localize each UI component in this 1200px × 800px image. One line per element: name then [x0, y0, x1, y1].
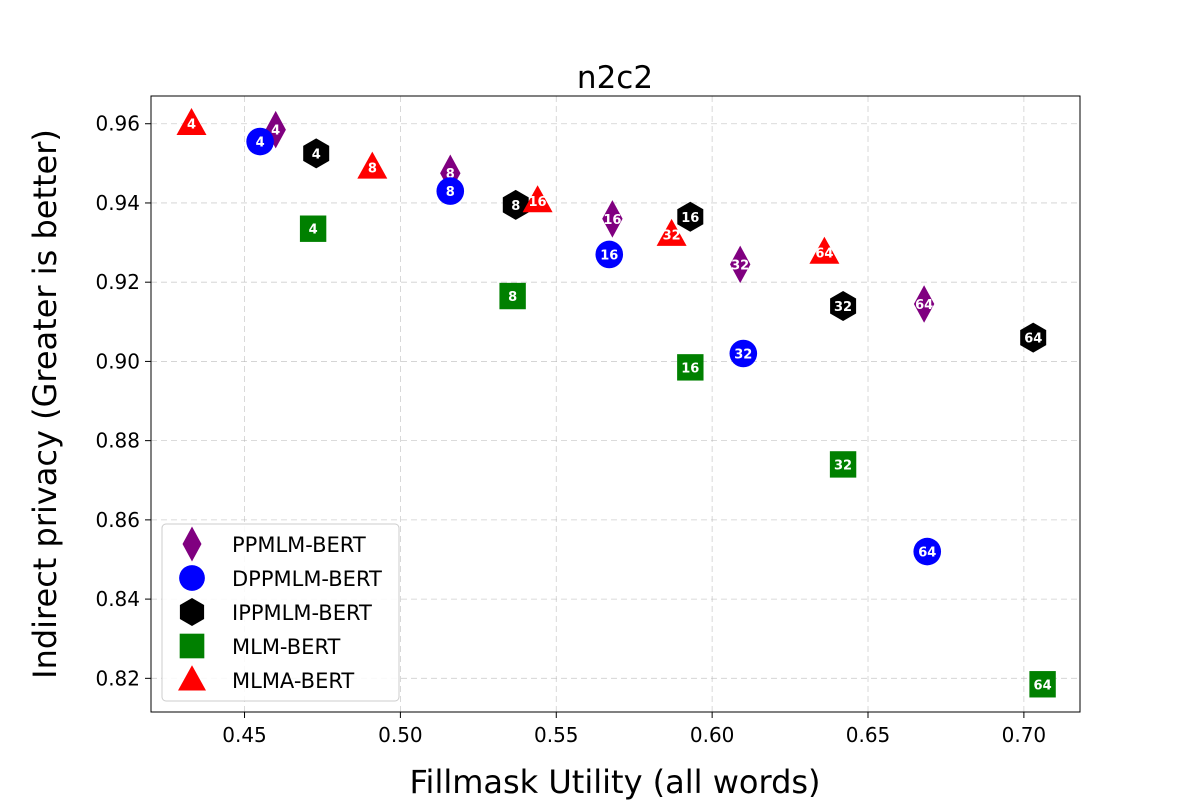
data-point-marker: [602, 200, 623, 238]
legend-marker: [179, 633, 205, 659]
legend-entry-label: DPPMLM-BERT: [232, 567, 382, 591]
y-tick-label: 0.92: [95, 270, 140, 294]
y-tick-label: 0.86: [95, 508, 140, 532]
data-point-marker: [299, 215, 327, 242]
data-point-label: 4: [312, 147, 321, 162]
grid-lines: [151, 96, 1080, 712]
series-mlm-bert: 4 8 16 32 64: [299, 215, 1056, 698]
y-tick-label: 0.88: [95, 429, 140, 453]
data-point-label: 16: [529, 195, 547, 210]
data-point-label: 16: [600, 248, 618, 263]
x-tick-label: 0.45: [222, 723, 267, 747]
legend-entry-label: IPPMLM-BERT: [232, 601, 372, 625]
data-point-label: 64: [918, 546, 936, 561]
data-point-marker: [730, 245, 751, 284]
y-tick-label: 0.96: [95, 112, 140, 136]
data-point-label: 4: [256, 136, 265, 151]
data-point-marker: [1020, 322, 1047, 353]
legend-box: [161, 523, 400, 702]
data-point-label: 8: [446, 167, 455, 182]
y-axis-label: Indirect privacy (Greater is better): [26, 129, 64, 679]
legend-marker: [182, 526, 202, 562]
x-tick-label: 0.50: [378, 723, 423, 747]
data-point-marker: [1029, 671, 1056, 698]
x-tick-label: 0.55: [534, 723, 579, 747]
data-point-marker: [677, 201, 704, 232]
data-point-marker: [246, 127, 274, 156]
data-point-label: 4: [187, 118, 196, 133]
x-tick-label: 0.65: [846, 723, 891, 747]
data-point-marker: [522, 185, 553, 213]
data-point-marker: [176, 108, 207, 135]
data-point-label: 64: [915, 298, 933, 313]
legend-entry-label: PPMLM-BERT: [232, 533, 366, 557]
legend-marker: [179, 565, 205, 591]
y-tick-label: 0.94: [95, 191, 140, 215]
data-point-marker: [499, 282, 526, 310]
data-point-label: 16: [681, 211, 699, 226]
data-point-marker: [809, 236, 840, 264]
data-point-label: 4: [309, 223, 318, 238]
data-point-marker: [357, 151, 388, 179]
data-point-label: 64: [1024, 332, 1042, 347]
legend-entry-label: MLM-BERT: [232, 635, 341, 659]
axis-ticks: 0.45 0.50 0.55 0.60 0.65 0.70 0.82 0.84 0.86 0.88…: [95, 112, 1046, 747]
x-axis-label: Fillmask Utility (all words): [409, 763, 820, 800]
data-point-label: 32: [834, 458, 852, 473]
data-point-label: 16: [603, 213, 621, 228]
data-point-label: 8: [446, 185, 455, 200]
data-point-marker: [729, 339, 758, 368]
chart-title: n2c2: [577, 60, 653, 96]
legend: PPMLM-BERT DPPMLM-BERT IPPMLM-BERT MLM-BERT…: [161, 523, 400, 702]
y-tick-label: 0.90: [95, 349, 140, 373]
data-point-label: 32: [734, 347, 752, 362]
data-point-label: 32: [834, 300, 852, 315]
data-point-label: 32: [663, 229, 681, 244]
plot-area-frame: [150, 95, 1081, 713]
data-point-label: 16: [681, 361, 699, 376]
data-point-marker: [829, 451, 857, 478]
legend-marker: [178, 665, 206, 691]
data-point-marker: [502, 189, 529, 220]
data-point-marker: [656, 218, 687, 246]
legend-entry-label: MLMA-BERT: [232, 669, 354, 693]
data-point-marker: [677, 354, 704, 381]
data-point-marker: [303, 138, 330, 169]
data-point-marker: [595, 240, 624, 269]
data-point-marker: [436, 177, 465, 205]
data-point-label: 64: [815, 246, 833, 261]
data-point-marker: [913, 537, 942, 566]
data-point-label: 4: [271, 124, 280, 139]
x-tick-label: 0.60: [690, 723, 735, 747]
data-point-label: 8: [511, 199, 520, 214]
legend-marker: [179, 598, 205, 626]
data-point-label: 8: [368, 161, 377, 176]
data-point-marker: [440, 154, 461, 192]
data-point-label: 8: [508, 290, 517, 305]
data-point-marker: [830, 291, 857, 321]
y-tick-label: 0.82: [95, 666, 140, 690]
y-tick-label: 0.84: [95, 587, 140, 611]
data-point-label: 64: [1034, 678, 1052, 693]
data-point-marker: [913, 285, 935, 323]
x-tick-label: 0.70: [1002, 723, 1047, 747]
data-point-label: 32: [731, 258, 749, 273]
